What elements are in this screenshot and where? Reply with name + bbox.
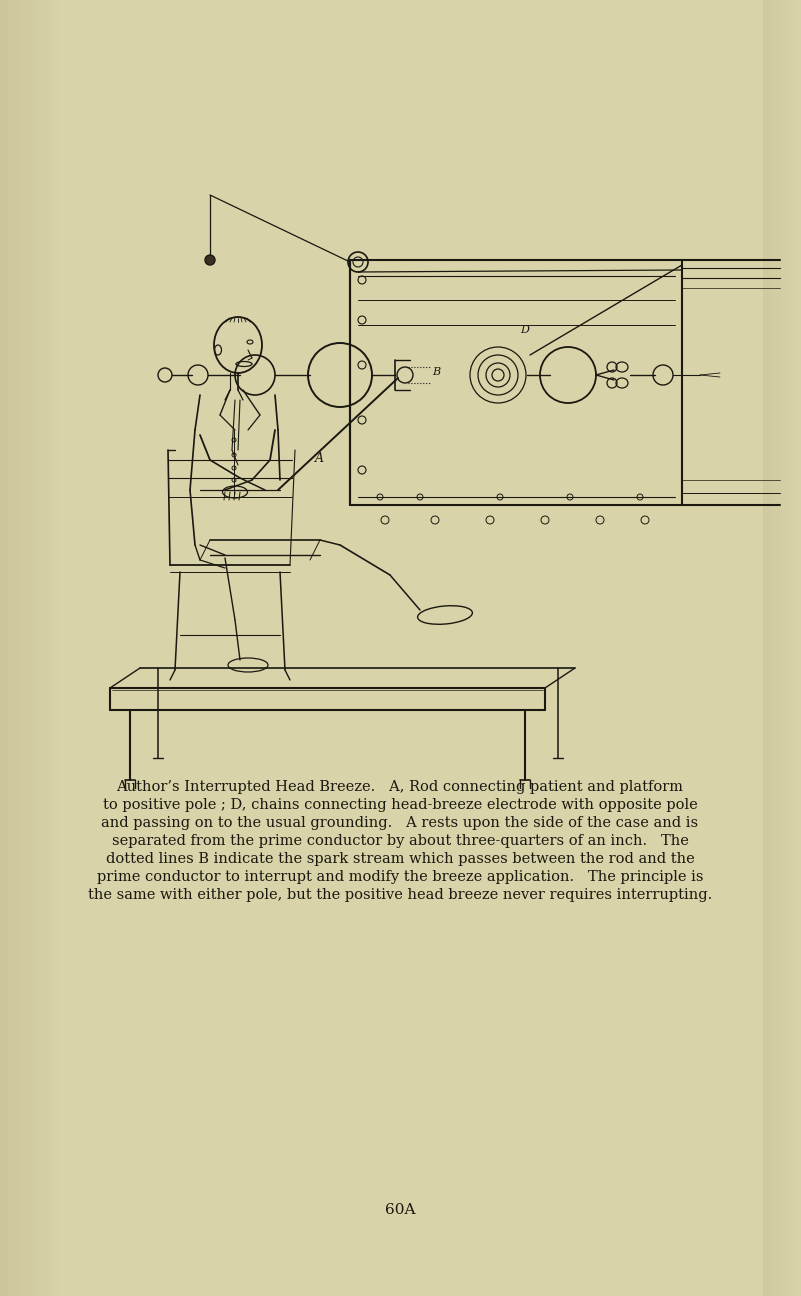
Bar	[22, 0, 24, 1296]
Bar	[793, 0, 795, 1296]
Bar	[57, 0, 58, 1296]
Bar	[34, 0, 36, 1296]
Text: dotted lines B indicate the spark stream which passes between the rod and the: dotted lines B indicate the spark stream…	[106, 851, 694, 866]
Bar	[14, 0, 15, 1296]
Bar	[9, 0, 10, 1296]
Bar	[775, 0, 777, 1296]
Bar	[29, 0, 30, 1296]
Text: prime conductor to interrupt and modify the breeze application.   The principle : prime conductor to interrupt and modify …	[97, 870, 703, 884]
Bar	[21, 0, 22, 1296]
Bar	[38, 0, 39, 1296]
Bar	[46, 0, 48, 1296]
Bar	[43, 0, 45, 1296]
Text: to positive pole ; D, chains connecting head-breeze electrode with opposite pole: to positive pole ; D, chains connecting …	[103, 798, 698, 813]
Bar	[55, 0, 57, 1296]
Bar	[54, 0, 55, 1296]
Bar	[0, 0, 2, 1296]
Bar	[42, 0, 43, 1296]
Bar	[58, 0, 60, 1296]
Text: the same with either pole, but the positive head breeze never requires interrupt: the same with either pole, but the posit…	[88, 888, 712, 902]
Bar	[763, 0, 765, 1296]
Bar	[777, 0, 779, 1296]
Bar	[5, 0, 6, 1296]
Bar	[779, 0, 781, 1296]
Bar	[15, 0, 17, 1296]
Bar	[27, 0, 29, 1296]
Bar	[12, 0, 14, 1296]
Bar	[10, 0, 12, 1296]
Bar	[773, 0, 775, 1296]
Text: Author’s Interrupted Head Breeze.   A, Rod connecting patient and platform: Author’s Interrupted Head Breeze. A, Rod…	[116, 780, 683, 794]
Bar	[53, 0, 54, 1296]
Bar	[24, 0, 26, 1296]
Text: and passing on to the usual grounding.   A rests upon the side of the case and i: and passing on to the usual grounding. A…	[102, 816, 698, 829]
Bar	[31, 0, 33, 1296]
Bar	[765, 0, 767, 1296]
Bar	[17, 0, 18, 1296]
Bar	[30, 0, 31, 1296]
Bar	[799, 0, 801, 1296]
Text: separated from the prime conductor by about three-quarters of an inch.   The: separated from the prime conductor by ab…	[111, 835, 688, 848]
Bar	[41, 0, 42, 1296]
Bar	[26, 0, 27, 1296]
Bar	[785, 0, 787, 1296]
Bar	[767, 0, 769, 1296]
Text: 60A: 60A	[384, 1203, 415, 1217]
Bar	[791, 0, 793, 1296]
Bar	[33, 0, 34, 1296]
Bar	[7, 0, 9, 1296]
Text: D: D	[520, 325, 529, 334]
Bar	[789, 0, 791, 1296]
Text: B: B	[432, 367, 440, 377]
Bar	[2, 0, 3, 1296]
Bar	[48, 0, 50, 1296]
Bar	[39, 0, 41, 1296]
Bar	[45, 0, 46, 1296]
Bar	[781, 0, 783, 1296]
Bar	[3, 0, 5, 1296]
Circle shape	[205, 255, 215, 264]
Bar	[769, 0, 771, 1296]
Bar	[50, 0, 51, 1296]
Bar	[783, 0, 785, 1296]
Bar	[795, 0, 797, 1296]
Bar	[797, 0, 799, 1296]
Bar	[36, 0, 38, 1296]
Bar	[18, 0, 19, 1296]
Bar	[51, 0, 53, 1296]
Bar	[787, 0, 789, 1296]
Text: A: A	[315, 451, 324, 464]
Bar	[19, 0, 21, 1296]
Bar	[771, 0, 773, 1296]
Bar	[6, 0, 7, 1296]
